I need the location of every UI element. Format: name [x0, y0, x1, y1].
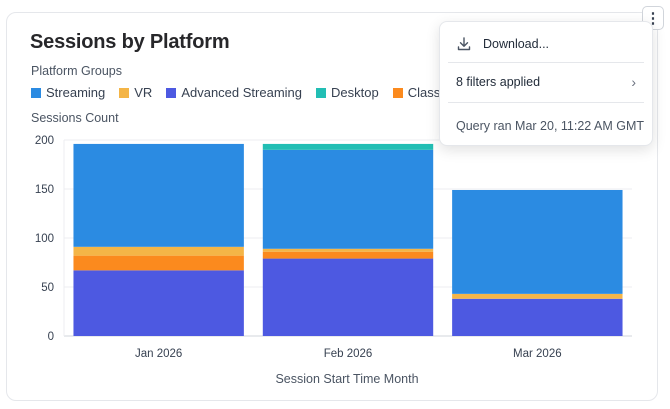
legend-item-desktop[interactable]: Desktop — [316, 85, 379, 100]
y-tick-label: 0 — [48, 331, 54, 343]
legend-label: Desktop — [331, 85, 379, 100]
bar-segment-streaming[interactable] — [73, 143, 244, 247]
legend-title: Platform Groups — [31, 64, 123, 78]
y-tick-label: 100 — [35, 233, 54, 245]
x-axis-ticks: Jan 2026 Feb 2026 Mar 2026 — [135, 348, 562, 360]
chevron-right-icon: › — [631, 74, 636, 90]
bar-segment-advanced-streaming[interactable] — [262, 258, 434, 336]
legend-swatch — [166, 87, 177, 98]
bar-segment-vr[interactable] — [73, 246, 244, 256]
legend-item-advanced-streaming[interactable]: Advanced Streaming — [166, 85, 302, 100]
legend-label: Advanced Streaming — [181, 85, 302, 100]
chart-title: Sessions by Platform — [30, 31, 230, 53]
download-menu-item[interactable]: Download... — [440, 34, 652, 54]
menu-divider — [448, 62, 644, 63]
bars — [73, 143, 623, 336]
menu-divider — [448, 102, 644, 103]
legend-label: VR — [134, 85, 153, 100]
bar-segment-desktop[interactable] — [262, 143, 434, 150]
bar-segment-advanced-streaming[interactable] — [73, 270, 244, 336]
y-axis-title: Sessions Count — [31, 111, 119, 125]
x-tick-label: Mar 2026 — [513, 348, 562, 360]
bar-segment-vr[interactable] — [452, 293, 623, 299]
query-label: Query ran Mar 20, 11:22 AM GMT — [456, 119, 645, 133]
bar-segment-streaming[interactable] — [452, 189, 623, 294]
legend-item-streaming[interactable]: Streaming — [31, 85, 105, 100]
download-label: Download... — [483, 37, 550, 51]
legend-swatch — [392, 87, 403, 98]
query-info: Query ran Mar 20, 11:22 AM GMT — [440, 116, 652, 136]
x-tick-label: Jan 2026 — [135, 348, 182, 360]
filters-label: 8 filters applied — [456, 75, 541, 89]
y-tick-label: 150 — [35, 184, 54, 196]
bar-segment-classroom[interactable] — [73, 255, 244, 271]
legend-swatch — [316, 87, 326, 98]
chart-menu: Download... 8 filters applied › Query ra… — [439, 21, 653, 146]
legend-item-vr[interactable]: VR — [119, 85, 152, 100]
bar-segment-vr[interactable] — [262, 248, 434, 252]
download-icon — [457, 37, 471, 51]
legend-swatch — [119, 87, 130, 98]
y-axis-ticks: 0 50 100 150 200 — [35, 135, 54, 343]
bar-segment-classroom[interactable] — [262, 251, 434, 259]
y-tick-label: 200 — [35, 135, 54, 147]
filters-menu-item[interactable]: 8 filters applied › — [440, 72, 652, 92]
legend-swatch — [31, 87, 41, 98]
legend-label: Streaming — [46, 85, 106, 100]
y-tick-label: 50 — [41, 282, 54, 294]
bar-segment-advanced-streaming[interactable] — [452, 298, 623, 336]
bar-segment-streaming[interactable] — [262, 149, 434, 249]
x-tick-label: Feb 2026 — [324, 348, 373, 360]
x-axis-title: Session Start Time Month — [275, 372, 418, 386]
